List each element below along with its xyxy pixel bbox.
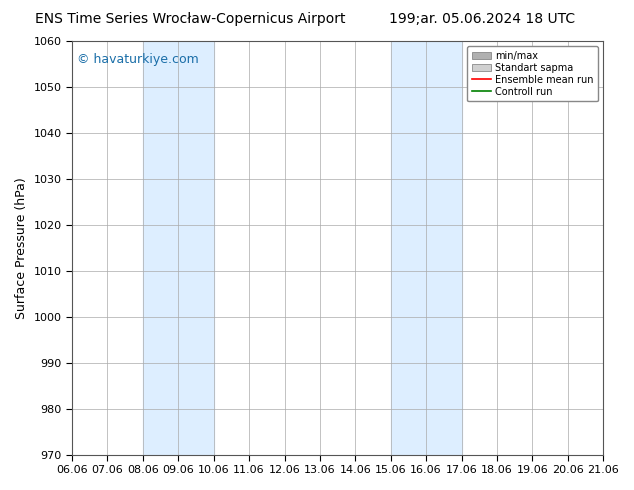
- Bar: [143, 41, 214, 455]
- Text: ENS Time Series Wrocław-Copernicus Airport: ENS Time Series Wrocław-Copernicus Airpo…: [35, 12, 346, 26]
- Text: 199;ar. 05.06.2024 18 UTC: 199;ar. 05.06.2024 18 UTC: [389, 12, 575, 26]
- Text: © havaturkiye.com: © havaturkiye.com: [77, 53, 199, 67]
- Legend: min/max, Standart sapma, Ensemble mean run, Controll run: min/max, Standart sapma, Ensemble mean r…: [467, 46, 598, 101]
- Bar: [391, 41, 462, 455]
- Y-axis label: Surface Pressure (hPa): Surface Pressure (hPa): [15, 177, 28, 318]
